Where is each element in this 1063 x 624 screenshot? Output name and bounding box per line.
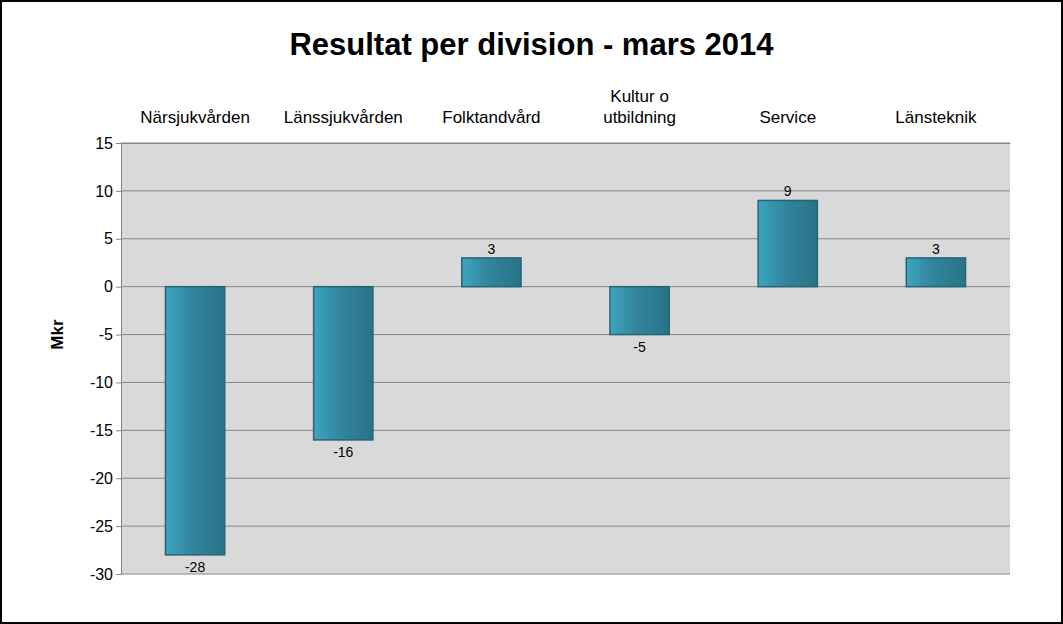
y-tick: -30 <box>90 566 121 583</box>
y-tick-mark <box>116 526 121 527</box>
data-label: 9 <box>784 183 792 199</box>
grid-line <box>121 190 1010 191</box>
bar <box>906 258 965 287</box>
y-tick: -10 <box>90 374 121 391</box>
bar <box>314 287 373 440</box>
x-tick-label: Folktandvård <box>442 108 540 127</box>
plot: -30 -25 -20 -15 -10 -5 0 5 10 15 Närsjukvården Läns… <box>90 87 1011 583</box>
grid-line <box>121 430 1010 431</box>
x-tick: Service <box>759 108 816 143</box>
x-tick: Länsteknik <box>895 108 977 143</box>
y-tick-label: -15 <box>90 422 113 439</box>
grid-line <box>121 478 1010 479</box>
data-label: -16 <box>333 444 353 460</box>
x-tick: Länssjukvården <box>284 108 403 143</box>
y-tick-label: 5 <box>104 230 113 247</box>
y-axis: -30 -25 -20 -15 -10 -5 0 5 10 15 <box>90 135 122 583</box>
y-tick-mark <box>116 430 121 431</box>
y-tick-label: -25 <box>90 518 113 535</box>
grid-line <box>121 574 1010 575</box>
y-tick-label: -10 <box>90 374 113 391</box>
y-axis-line <box>116 144 122 575</box>
x-axis-line <box>122 143 1011 144</box>
y-axis-title: Mkr <box>48 319 67 350</box>
y-tick: -25 <box>90 518 121 535</box>
grid <box>121 143 1010 574</box>
y-tick-mark <box>116 287 121 288</box>
grid-line <box>121 526 1010 527</box>
y-tick: 5 <box>104 230 121 247</box>
data-labels: -28 -16 3 -5 9 3 <box>185 183 940 574</box>
x-tick: Folktandvård <box>442 108 540 143</box>
x-tick-label: Länssjukvården <box>284 108 403 127</box>
data-label: 3 <box>488 241 496 257</box>
grid-line <box>121 382 1010 383</box>
x-tick-label: Service <box>759 108 816 127</box>
y-tick: -15 <box>90 422 121 439</box>
y-tick: -5 <box>99 326 121 343</box>
x-axis: Närsjukvården Länssjukvården Folktandvård K… <box>122 87 1011 144</box>
chart-border <box>1 1 1062 623</box>
y-tick-mark <box>116 191 121 192</box>
grid-line <box>121 238 1010 239</box>
data-label: -5 <box>633 339 646 355</box>
bar <box>462 258 521 287</box>
y-tick-mark <box>116 239 121 240</box>
x-tick: Kultur outbildning <box>603 87 676 143</box>
chart-title: Resultat per division - mars 2014 <box>289 27 774 62</box>
y-tick: 10 <box>95 183 121 200</box>
data-label: 3 <box>932 241 940 257</box>
y-tick-label: 15 <box>95 135 113 152</box>
y-tick-mark <box>116 143 121 144</box>
bar <box>758 200 817 286</box>
y-tick-label: -30 <box>90 566 113 583</box>
y-tick-mark <box>116 478 121 479</box>
chart-svg: -30 -25 -20 -15 -10 -5 0 5 10 15 Närsjukvården Läns… <box>0 0 1063 624</box>
x-tick-label: Närsjukvården <box>140 108 250 127</box>
plot-background <box>121 143 1010 574</box>
y-tick-label: -20 <box>90 470 113 487</box>
chart-container: -30 -25 -20 -15 -10 -5 0 5 10 15 Närsjukvården Läns… <box>0 0 1063 624</box>
grid-line <box>121 334 1010 335</box>
x-tick-label: Länsteknik <box>895 108 977 127</box>
grid-line <box>121 286 1010 287</box>
data-label: -28 <box>185 559 205 575</box>
y-tick-mark <box>116 574 121 575</box>
y-tick-mark <box>116 335 121 336</box>
y-tick-label: -5 <box>99 326 113 343</box>
bar <box>610 287 669 335</box>
y-tick: 0 <box>104 278 121 295</box>
y-tick-label: 10 <box>95 183 113 200</box>
bar <box>165 287 224 555</box>
y-tick: -20 <box>90 470 121 487</box>
y-tick-mark <box>116 382 121 383</box>
y-tick-label: 0 <box>104 278 113 295</box>
grid-line <box>121 143 1010 144</box>
x-tick-label: Kultur outbildning <box>603 87 676 127</box>
y-tick: 15 <box>95 135 121 152</box>
x-tick: Närsjukvården <box>140 108 250 143</box>
bars <box>165 200 965 554</box>
